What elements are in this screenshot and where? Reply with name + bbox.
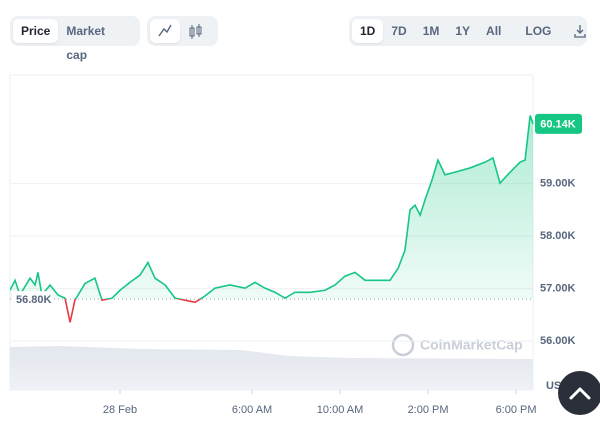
metric-toggle: Price Market cap [10,16,140,62]
y-tick-label: 58.00K [540,230,576,242]
volume-area [10,346,533,390]
range-tab[interactable]: All [486,24,502,38]
range-tab[interactable]: 1M [422,24,440,38]
tab-market-cap[interactable]: Market cap [66,24,106,62]
price-line-up [10,115,534,300]
line-icon [158,24,172,37]
y-tick-label: 56.00K [540,335,576,347]
range-tab[interactable]: 7D [391,24,407,38]
chart-style-toggle [147,16,218,46]
y-tick-label: 57.00K [540,283,576,295]
watermark-text: CoinMarketCap [420,337,523,353]
reference-label-bg [12,291,52,308]
x-tick-label: 6:00 PM [496,404,537,416]
download-button[interactable] [567,19,593,43]
candle-icon [189,24,202,39]
log-toggle[interactable]: LOG [525,24,552,38]
tab-price[interactable]: Price [13,19,59,43]
scroll-top-button[interactable] [558,371,600,415]
current-price-badge [535,113,582,134]
range-toggle: 1D 7D 1M 1Y All LOG [349,16,587,46]
watermark: CoinMarketCap [391,333,523,357]
area-fill [10,115,533,300]
price-line-down [64,299,202,323]
line-style-button[interactable] [150,19,180,43]
candle-style-button[interactable] [180,19,210,43]
download-icon [574,25,587,38]
range-tab[interactable]: 1D [352,19,384,43]
button-circle [558,371,600,415]
reference-label: 56.80K [16,294,52,306]
x-tick-label: 10:00 AM [317,404,363,416]
chevron-icon [569,387,591,400]
current-price-label: 60.14K [540,119,576,131]
x-tick-label: 28 Feb [103,404,137,416]
y-tick-label: 59.00K [540,178,576,190]
x-tick-label: 2:00 PM [408,404,449,416]
x-tick-label: 6:00 AM [232,404,272,416]
range-tab[interactable]: 1Y [455,24,471,38]
